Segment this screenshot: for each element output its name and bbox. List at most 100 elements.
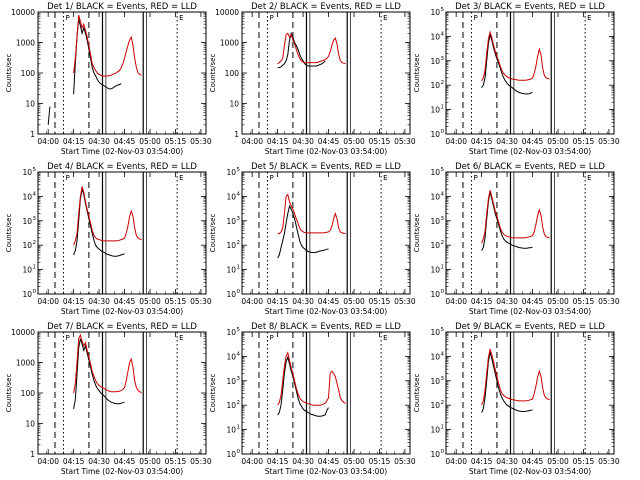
marker-letter: P [473, 334, 477, 342]
y-tick-exponent: 1 [237, 265, 241, 271]
y-tick-exponent: 2 [237, 400, 241, 406]
marker-letter: E [587, 14, 591, 22]
marker-letter: P [473, 14, 477, 22]
panel-det-7: Det 7/ BLACK = Events, RED = LLD 1 10 100 10… [5, 322, 212, 476]
y-tick-exponent: 1 [237, 425, 241, 431]
x-tick-label: 04:15 [267, 297, 289, 306]
y-tick-label: 1000 [220, 39, 239, 48]
y-tick-exponent: 1 [441, 105, 445, 111]
marker-letter: E [587, 174, 591, 182]
x-tick-label: 04:45 [522, 137, 544, 146]
y-tick-label: 10 [229, 100, 239, 109]
y-tick-exponent: 5 [441, 327, 445, 333]
y-tick-label: 100 [225, 69, 240, 78]
x-tick-label: 04:45 [318, 457, 340, 466]
y-tick-label: 10 [430, 401, 440, 410]
x-tick-label: 05:15 [573, 137, 595, 146]
y-tick-label: 10 [226, 401, 236, 410]
panel-det-1: Det 1/ BLACK = Events, RED = LLD 1 10 100 10… [5, 2, 212, 156]
y-tick-label: 10000 [11, 8, 35, 17]
plot-frame [445, 171, 615, 295]
series-events-line [481, 191, 533, 251]
panel-title: Det 9/ BLACK = Events, RED = LLD [455, 322, 605, 332]
y-tick-exponent: 2 [441, 400, 445, 406]
series-events-line [481, 351, 533, 413]
x-tick-label: 04:15 [267, 457, 289, 466]
x-tick-label: 05:15 [165, 297, 187, 306]
y-tick-label: 10 [430, 266, 440, 275]
x-axis-label: Start Time (02-Nov-03 03:54:00) [61, 467, 183, 476]
y-tick-label: 1000 [16, 39, 35, 48]
x-tick-label: 05:00 [139, 137, 161, 146]
panel-title: Det 5/ BLACK = Events, RED = LLD [251, 162, 401, 172]
marker-letter: P [473, 174, 477, 182]
x-axis-label: Start Time (02-Nov-03 03:54:00) [61, 307, 183, 316]
x-tick-label: 04:30 [292, 457, 314, 466]
y-tick-label: 10 [430, 352, 440, 361]
y-tick-label: 10 [430, 290, 440, 299]
x-tick-label: 04:45 [114, 297, 136, 306]
panel-title: Det 1/ BLACK = Events, RED = LLD [47, 2, 197, 12]
y-tick-label: 10 [22, 192, 32, 201]
y-tick-label: 10 [430, 192, 440, 201]
y-tick-label: 10 [226, 328, 236, 337]
y-tick-label: 10 [226, 266, 236, 275]
y-tick-exponent: 4 [441, 31, 445, 37]
y-tick-exponent: 2 [237, 240, 241, 246]
x-axis-label: Start Time (02-Nov-03 03:54:00) [61, 147, 183, 156]
series-lld-line [481, 348, 550, 406]
marker-letter: P [269, 174, 273, 182]
x-tick-label: 04:45 [114, 137, 136, 146]
y-axis-label: Counts/sec [413, 374, 421, 413]
y-tick-label: 10 [25, 420, 35, 429]
y-tick-label: 10 [22, 290, 32, 299]
y-tick-label: 10 [22, 266, 32, 275]
y-tick-exponent: 1 [441, 265, 445, 271]
y-tick-exponent: 2 [441, 240, 445, 246]
y-tick-label: 100 [21, 69, 36, 78]
series-events-line [277, 204, 329, 259]
x-tick-label: 05:30 [190, 457, 212, 466]
y-tick-exponent: 5 [33, 167, 37, 173]
panel-title: Det 4/ BLACK = Events, RED = LLD [47, 162, 197, 172]
y-tick-label: 10 [430, 377, 440, 386]
x-tick-label: 05:00 [343, 457, 365, 466]
x-tick-label: 05:15 [573, 457, 595, 466]
y-tick-exponent: 5 [441, 167, 445, 173]
plot-frame [241, 171, 411, 295]
x-tick-label: 04:30 [88, 297, 110, 306]
y-tick-label: 1000 [16, 359, 35, 368]
x-axis-label: Start Time (02-Nov-03 03:54:00) [469, 467, 591, 476]
marker-letter: P [269, 14, 273, 22]
y-tick-label: 100 [21, 389, 36, 398]
x-tick-label: 05:00 [547, 457, 569, 466]
y-tick-exponent: 4 [33, 191, 37, 197]
x-tick-label: 04:00 [445, 457, 467, 466]
y-tick-label: 10 [22, 241, 32, 250]
marker-letter: E [587, 334, 591, 342]
series-lld-line [73, 186, 142, 246]
x-tick-label: 05:30 [598, 137, 620, 146]
plot-frame [445, 331, 615, 455]
x-tick-label: 04:45 [114, 457, 136, 466]
y-tick-exponent: 0 [33, 289, 37, 295]
x-tick-label: 04:30 [496, 137, 518, 146]
y-tick-label: 10 [430, 217, 440, 226]
x-axis-label: Start Time (02-Nov-03 03:54:00) [469, 307, 591, 316]
x-tick-label: 04:00 [241, 137, 263, 146]
y-tick-label: 10 [226, 426, 236, 435]
x-tick-label: 05:30 [598, 297, 620, 306]
plot-frame [241, 331, 411, 455]
x-tick-label: 05:30 [598, 457, 620, 466]
x-tick-label: 04:00 [37, 137, 59, 146]
x-axis-label: Start Time (02-Nov-03 03:54:00) [265, 147, 387, 156]
x-tick-label: 05:00 [343, 137, 365, 146]
y-axis-label: Counts/sec [209, 374, 217, 413]
y-tick-label: 10000 [215, 8, 239, 17]
y-tick-label: 10 [430, 241, 440, 250]
y-tick-exponent: 5 [237, 327, 241, 333]
